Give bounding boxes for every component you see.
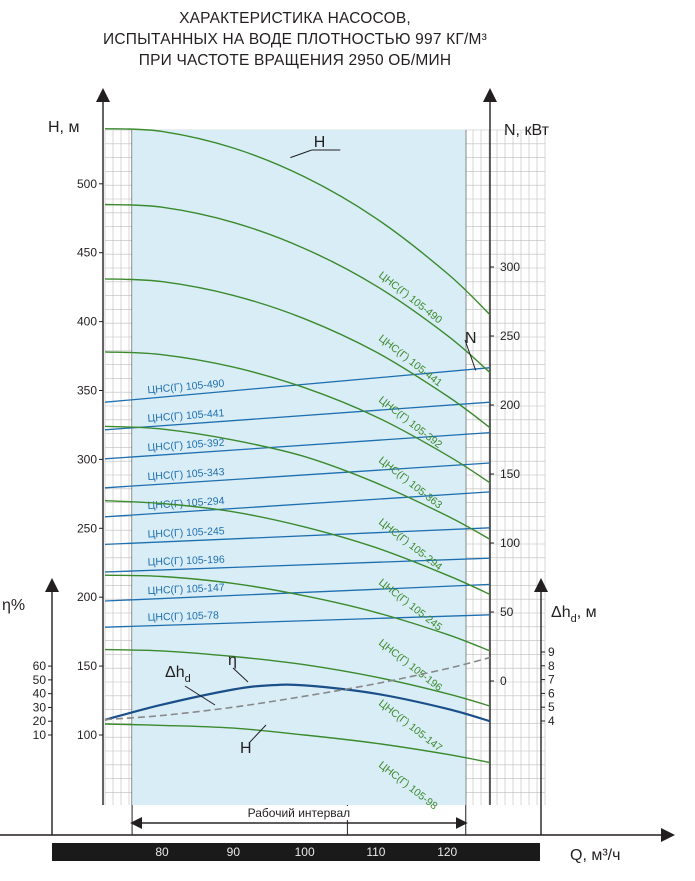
head-small-leader <box>249 724 267 743</box>
head-tick-label: 100 <box>77 728 97 742</box>
npsh-curve-callout: Δhd <box>165 664 191 685</box>
head-curve <box>104 500 491 596</box>
head-tick-label: 400 <box>77 315 97 329</box>
efficiency-tick-label: 10 <box>33 728 47 742</box>
head-curve <box>104 203 491 374</box>
npsh-tick-label: 8 <box>548 659 555 673</box>
efficiency-tick-label: 30 <box>33 700 47 714</box>
tick-labels: 1001502002503003504004505000501001502002… <box>2 119 597 742</box>
efficiency-curve-callout: η <box>228 652 237 669</box>
working-range-label: Рабочий интервал <box>248 806 351 820</box>
head-curve <box>104 425 491 540</box>
head-curve <box>104 574 491 652</box>
npsh-tick-label: 6 <box>548 686 555 700</box>
head-tick-label: 150 <box>77 659 97 673</box>
power-line-label: ЦНС(Г) 105-343 <box>147 466 225 483</box>
npsh-label-leader <box>184 685 216 706</box>
head-tick-label: 450 <box>77 246 97 260</box>
axes: Рабочий интервал <box>0 88 675 842</box>
power-tick-label: 250 <box>500 329 520 343</box>
curve-labels: H Nη Δhd H <box>165 134 477 757</box>
efficiency-curve-group <box>104 656 491 723</box>
power-line-label: ЦНС(Г) 105-147 <box>147 582 225 597</box>
head-curve <box>104 351 491 484</box>
head-tick-label: 250 <box>77 521 97 535</box>
power-line-label: ЦНС(Г) 105-441 <box>147 407 225 424</box>
power-curve-callout: N <box>465 330 477 347</box>
working-range-label-bg <box>238 806 359 820</box>
head-label-leader <box>290 149 312 159</box>
power-line <box>104 583 491 602</box>
head-tick-label: 200 <box>77 590 97 604</box>
npsh-axis-label: Δhd, м <box>551 604 597 625</box>
power-tick-label: 200 <box>500 398 520 412</box>
efficiency-curve <box>104 683 491 723</box>
head-small-callout: H <box>240 740 252 757</box>
power-tick-label: 150 <box>500 467 520 481</box>
power-tick-label: 300 <box>500 260 520 274</box>
power-line <box>104 527 491 546</box>
q-tick-label: 100 <box>295 845 315 859</box>
npsh-curve <box>104 656 491 721</box>
efficiency-label-leader <box>232 667 249 683</box>
title-line-1: ХАРАКТЕРИСТИКА НАСОСОВ, <box>179 10 411 27</box>
power-axis-label: N, кВт <box>504 122 550 139</box>
power-line-label: ЦНС(Г) 105-392 <box>147 437 225 454</box>
efficiency-tick-label: 50 <box>33 673 47 687</box>
head-axis-label: H, м <box>48 119 79 136</box>
power-line <box>104 401 491 431</box>
power-line <box>104 431 491 460</box>
efficiency-tick-label: 20 <box>33 714 47 728</box>
head-curve <box>104 278 491 429</box>
efficiency-tick-label: 60 <box>33 659 47 673</box>
npsh-tick-label: 7 <box>548 673 555 687</box>
power-tick-label: 100 <box>500 536 520 550</box>
head-tick-label: 350 <box>77 384 97 398</box>
power-line <box>104 462 491 489</box>
head-tick-label: 500 <box>77 177 97 191</box>
q-axis-bar <box>52 843 540 861</box>
head-tick-label: 300 <box>77 452 97 466</box>
head-curve-callout: H <box>314 134 326 151</box>
power-line <box>104 557 491 573</box>
head-curve <box>104 128 491 316</box>
power-line-label: ЦНС(Г) 105-78 <box>147 610 219 624</box>
head-curve <box>104 723 491 764</box>
efficiency-tick-label: 40 <box>33 687 47 701</box>
power-line <box>104 491 491 518</box>
power-line-label: ЦНС(Г) 105-245 <box>147 525 225 540</box>
chart-title: ХАРАКТЕРИСТИКА НАСОСОВ, ИСПЫТАННЫХ НА ВО… <box>0 8 590 71</box>
power-label-leader <box>464 339 477 371</box>
head-curve <box>104 648 491 707</box>
q-tick-label: 80 <box>155 845 169 859</box>
power-line <box>104 614 491 628</box>
efficiency-axis-label: η% <box>2 597 25 614</box>
power-line-label: ЦНС(Г) 105-196 <box>147 554 225 569</box>
title-line-2: ИСПЫТАННЫХ НА ВОДЕ ПЛОТНОСТЬЮ 997 КГ/М³ <box>103 31 487 48</box>
title-line-3: ПРИ ЧАСТОТЕ ВРАЩЕНИЯ 2950 ОБ/МИН <box>138 52 452 69</box>
q-tick-label: 120 <box>437 845 457 859</box>
q-axis-bar: 80 90 100 110 120 Q, м³/ч <box>52 843 620 864</box>
npsh-tick-label: 9 <box>548 645 555 659</box>
q-tick-label: 110 <box>366 845 385 859</box>
power-tick-label: 50 <box>500 605 514 619</box>
q-tick-label: 90 <box>227 845 241 859</box>
npsh-tick-label: 5 <box>548 700 555 714</box>
power-tick-label: 0 <box>500 674 507 688</box>
q-axis-label: Q, м³/ч <box>570 847 620 864</box>
npsh-tick-label: 4 <box>548 714 555 728</box>
